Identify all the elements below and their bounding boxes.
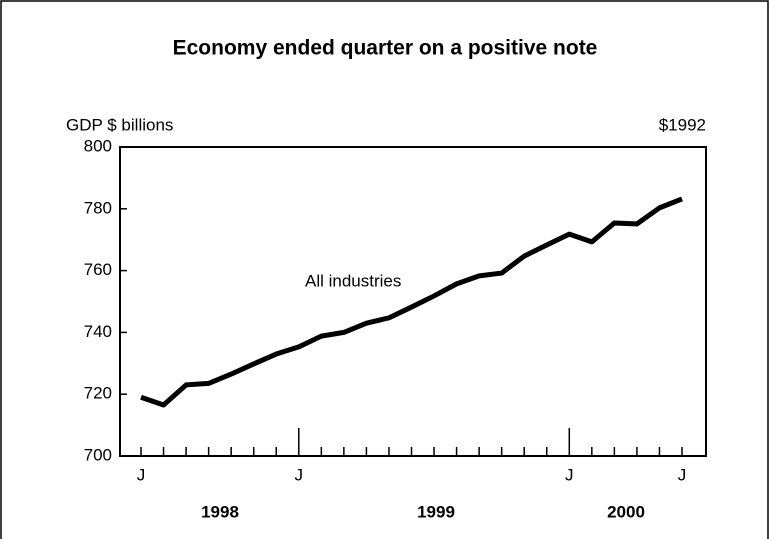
y-tick-label: 740	[84, 322, 112, 341]
x-tick-label: J	[565, 465, 574, 484]
year-label: 1998	[201, 502, 239, 521]
line	[140, 196, 683, 408]
year-label: 2000	[607, 502, 645, 521]
annotation: All industries	[305, 271, 401, 290]
x-tick-label: J	[678, 465, 687, 484]
y-tick-label: 700	[84, 445, 112, 464]
y-tick-label: 800	[84, 136, 112, 155]
plot-frame	[119, 146, 707, 457]
y-tick-label: 780	[84, 198, 112, 217]
y-tick-label: 720	[84, 384, 112, 403]
year-label: 1999	[417, 502, 455, 521]
x-tick-label: J	[137, 465, 146, 484]
y-tick-label: 760	[84, 260, 112, 279]
chart-title: Economy ended quarter on a positive note	[173, 37, 598, 60]
y-axis-unit: $1992	[659, 115, 706, 134]
x-tick-label: J	[295, 465, 304, 484]
y-axis-label: GDP $ billions	[66, 115, 173, 134]
